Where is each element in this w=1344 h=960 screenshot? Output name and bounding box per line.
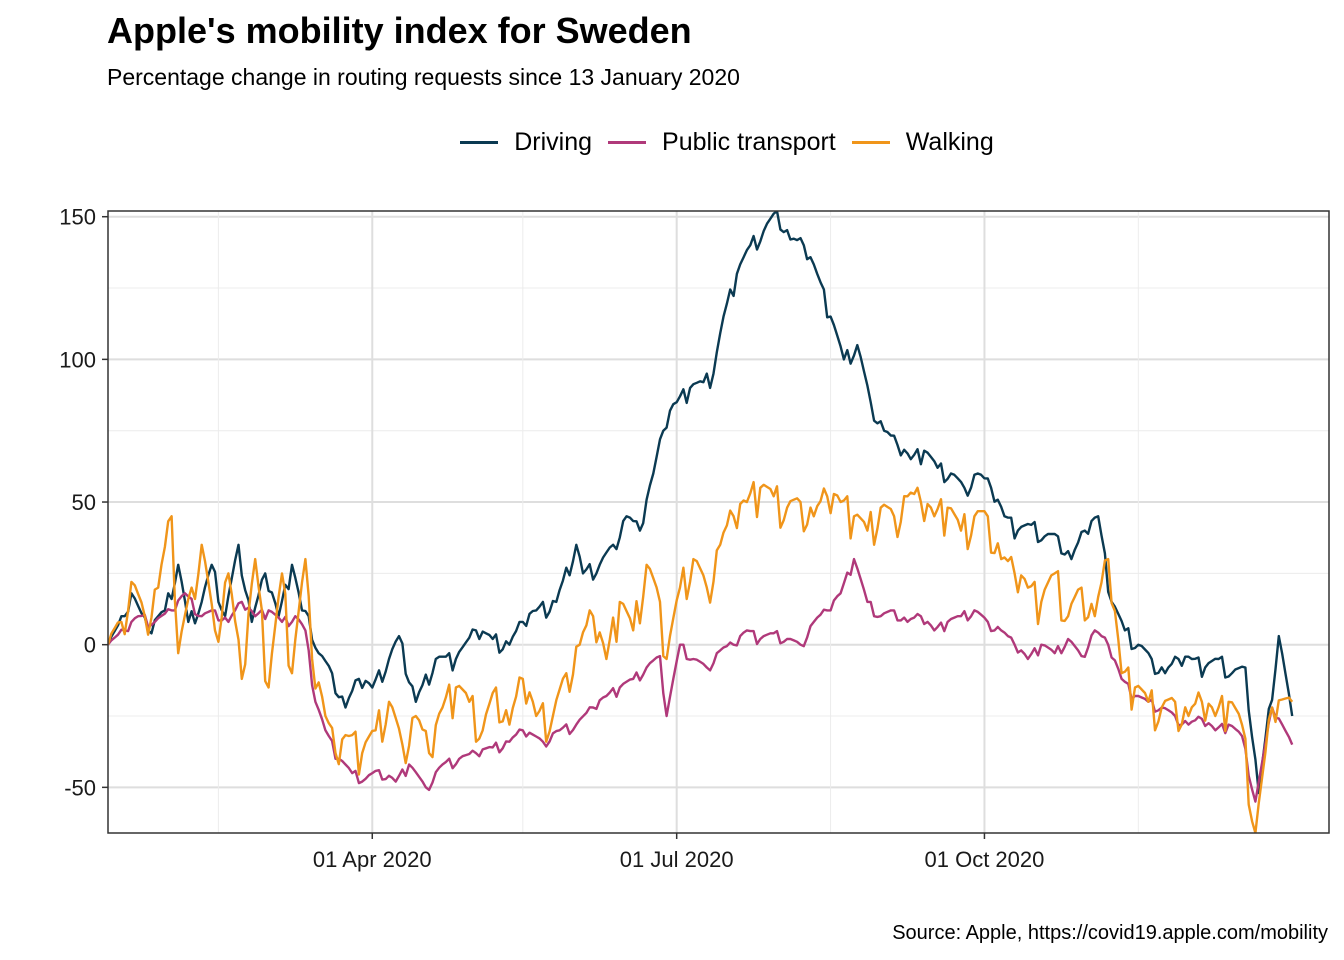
y-tick-label: -50 bbox=[64, 775, 96, 800]
chart-subtitle: Percentage change in routing requests si… bbox=[107, 64, 740, 90]
y-tick-label: 0 bbox=[84, 633, 96, 658]
y-tick-label: 50 bbox=[72, 490, 96, 515]
y-tick-label: 150 bbox=[59, 205, 96, 230]
legend-item-public-transport: Public transport bbox=[608, 128, 836, 157]
legend: Driving Public transport Walking bbox=[0, 128, 1344, 157]
legend-label-public-transport: Public transport bbox=[662, 128, 836, 156]
legend-label-walking: Walking bbox=[905, 128, 994, 156]
legend-key-driving bbox=[460, 141, 499, 144]
legend-item-driving: Driving bbox=[460, 128, 592, 157]
series-line-walking bbox=[108, 480, 1294, 833]
legend-label-driving: Driving bbox=[514, 128, 593, 156]
plot-border bbox=[107, 210, 1330, 834]
legend-item-walking: Walking bbox=[851, 128, 994, 157]
legend-key-public-transport bbox=[608, 141, 647, 144]
source-caption: Source: Apple, https://covid19.apple.com… bbox=[892, 922, 1328, 944]
legend-key-walking bbox=[851, 141, 890, 144]
x-tick-label: 01 Oct 2020 bbox=[925, 847, 1045, 872]
y-tick-label: 100 bbox=[59, 347, 96, 372]
series-line-driving bbox=[108, 211, 1294, 795]
x-tick-label: 01 Apr 2020 bbox=[313, 847, 432, 872]
x-tick-label: 01 Jul 2020 bbox=[620, 847, 734, 872]
series-line-public-transport bbox=[108, 557, 1294, 803]
plot-panel bbox=[108, 211, 1329, 833]
chart-title: Apple's mobility index for Sweden bbox=[107, 10, 692, 51]
